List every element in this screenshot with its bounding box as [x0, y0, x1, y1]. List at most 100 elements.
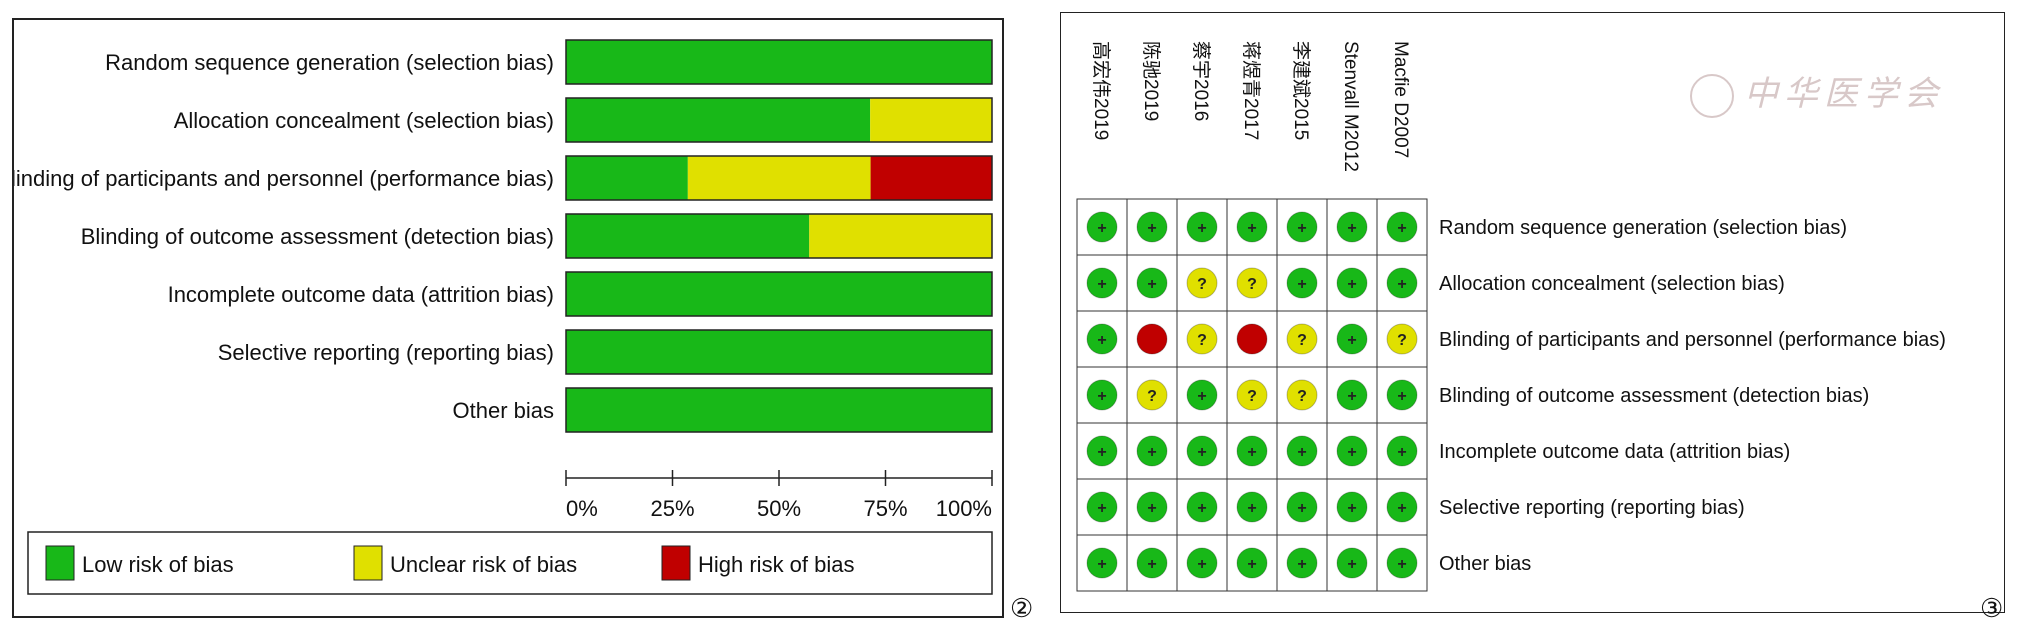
risk-low-icon: [1086, 435, 1118, 467]
x-tick-label: 75%: [863, 496, 907, 521]
risk-symbol: +: [1097, 556, 1106, 573]
risk-of-bias-summary-table: 高宏伟2019 陈驰2019 蔡宇2016 蒋煜青2017 李建斌2015 Stenval…: [1076, 41, 1946, 592]
risk-low-icon: [1136, 267, 1168, 299]
figure-label-left: ②: [1010, 594, 1034, 624]
grid-border: [1076, 198, 1428, 592]
risk-low-icon: [1286, 547, 1318, 579]
risk-of-bias-bar-chart: Random sequence generation (selection bi…: [0, 39, 993, 595]
risk-symbol: +: [1397, 220, 1406, 237]
bar-segment-unclear-risk-of-bias: [870, 98, 992, 142]
x-tick-label: 50%: [757, 496, 801, 521]
risk-unclear-icon: [1186, 267, 1218, 299]
risk-symbol: +: [1347, 444, 1356, 461]
figure-label-right: ③: [1980, 594, 2004, 624]
category-label: Random sequence generation (selection bi…: [105, 50, 554, 75]
risk-symbol: +: [1147, 500, 1156, 517]
risk-low-icon: [1186, 491, 1218, 523]
risk-symbol: +: [1097, 332, 1106, 349]
risk-symbol: +: [1347, 276, 1356, 293]
risk-symbol: +: [1097, 388, 1106, 405]
legend-swatch: [661, 545, 691, 581]
risk-low-icon: [1286, 211, 1318, 243]
risk-symbol: +: [1247, 556, 1256, 573]
risk-symbol: ?: [1297, 332, 1307, 349]
bar-segment-high-risk-of-bias: [870, 156, 993, 200]
risk-low-icon: [1086, 547, 1118, 579]
risk-symbol: +: [1247, 220, 1256, 237]
x-tick-label: 25%: [650, 496, 694, 521]
risk-unclear-icon: [1136, 379, 1168, 411]
risk-low-icon: [1236, 435, 1268, 467]
risk-symbol: +: [1347, 500, 1356, 517]
bar-segment-low-risk-of-bias: [566, 40, 992, 84]
risk-symbol: +: [1097, 276, 1106, 293]
bar-outline: [565, 155, 993, 201]
risk-of-bias-graph-panel: Random sequence generation (selection bi…: [0, 18, 1004, 618]
risk-symbol: ?: [1197, 332, 1207, 349]
risk-low-icon: [1186, 547, 1218, 579]
x-tick-label: 0%: [566, 496, 598, 521]
risk-low-icon: [1136, 547, 1168, 579]
legend-box: [27, 531, 993, 595]
risk-symbol: ?: [1247, 276, 1257, 293]
study-label: 李建斌2015: [1290, 41, 1312, 140]
risk-symbol: +: [1147, 220, 1156, 237]
risk-low-icon: [1136, 491, 1168, 523]
risk-symbol: +: [1397, 500, 1406, 517]
risk-symbol: +: [1347, 332, 1356, 349]
bar-outline: [565, 271, 993, 317]
bar-outline: [565, 213, 993, 259]
risk-symbol: +: [1097, 220, 1106, 237]
risk-symbol: +: [1297, 220, 1306, 237]
bar-segment-low-risk-of-bias: [566, 214, 810, 258]
risk-symbol: +: [1397, 556, 1406, 573]
risk-high-icon: [1236, 323, 1268, 355]
risk-low-icon: [1236, 211, 1268, 243]
risk-symbol: +: [1397, 388, 1406, 405]
risk-symbol: +: [1197, 388, 1206, 405]
risk-low-icon: [1186, 379, 1218, 411]
bar-segment-low-risk-of-bias: [566, 388, 992, 432]
category-label: Blinding of participants and personnel (…: [14, 166, 554, 191]
category-label: Allocation concealment (selection bias): [174, 108, 554, 133]
risk-symbol: +: [1097, 500, 1106, 517]
risk-unclear-icon: [1186, 323, 1218, 355]
risk-symbol: +: [1147, 444, 1156, 461]
category-label: Selective reporting (reporting bias): [218, 340, 554, 365]
risk-symbol: +: [1197, 220, 1206, 237]
domain-label: Other bias: [1439, 553, 1531, 575]
risk-low-icon: [1286, 435, 1318, 467]
risk-low-icon: [1336, 323, 1368, 355]
risk-unclear-icon: [1236, 379, 1268, 411]
risk-low-icon: [1386, 379, 1418, 411]
risk-high-icon: [1136, 323, 1168, 355]
risk-low-icon: [1336, 491, 1368, 523]
risk-symbol: +: [1197, 444, 1206, 461]
risk-low-icon: [1186, 211, 1218, 243]
risk-low-icon: [1386, 547, 1418, 579]
risk-low-icon: [1236, 547, 1268, 579]
bar-outline: [565, 39, 993, 85]
risk-low-icon: [1286, 491, 1318, 523]
risk-symbol: +: [1097, 444, 1106, 461]
risk-low-icon: [1086, 491, 1118, 523]
domain-label: Random sequence generation (selection bi…: [1439, 217, 1847, 239]
risk-symbol: ?: [1397, 332, 1407, 349]
risk-symbol: +: [1397, 444, 1406, 461]
risk-low-icon: [1336, 379, 1368, 411]
risk-symbol: ?: [1297, 388, 1307, 405]
risk-symbol: ?: [1197, 276, 1207, 293]
study-label: Stenvall M2012: [1340, 41, 1361, 172]
risk-low-icon: [1086, 267, 1118, 299]
risk-low-icon: [1386, 211, 1418, 243]
bar-segment-unclear-risk-of-bias: [687, 156, 871, 200]
risk-low-icon: [1086, 379, 1118, 411]
risk-low-icon: [1336, 547, 1368, 579]
category-label: Incomplete outcome data (attrition bias): [168, 282, 554, 307]
legend-swatch: [45, 545, 75, 581]
risk-low-icon: [1336, 211, 1368, 243]
risk-symbol: +: [1397, 276, 1406, 293]
bar-outline: [565, 97, 993, 143]
watermark-text: 中华医学会: [1744, 74, 1944, 114]
bar-outline: [565, 387, 993, 433]
